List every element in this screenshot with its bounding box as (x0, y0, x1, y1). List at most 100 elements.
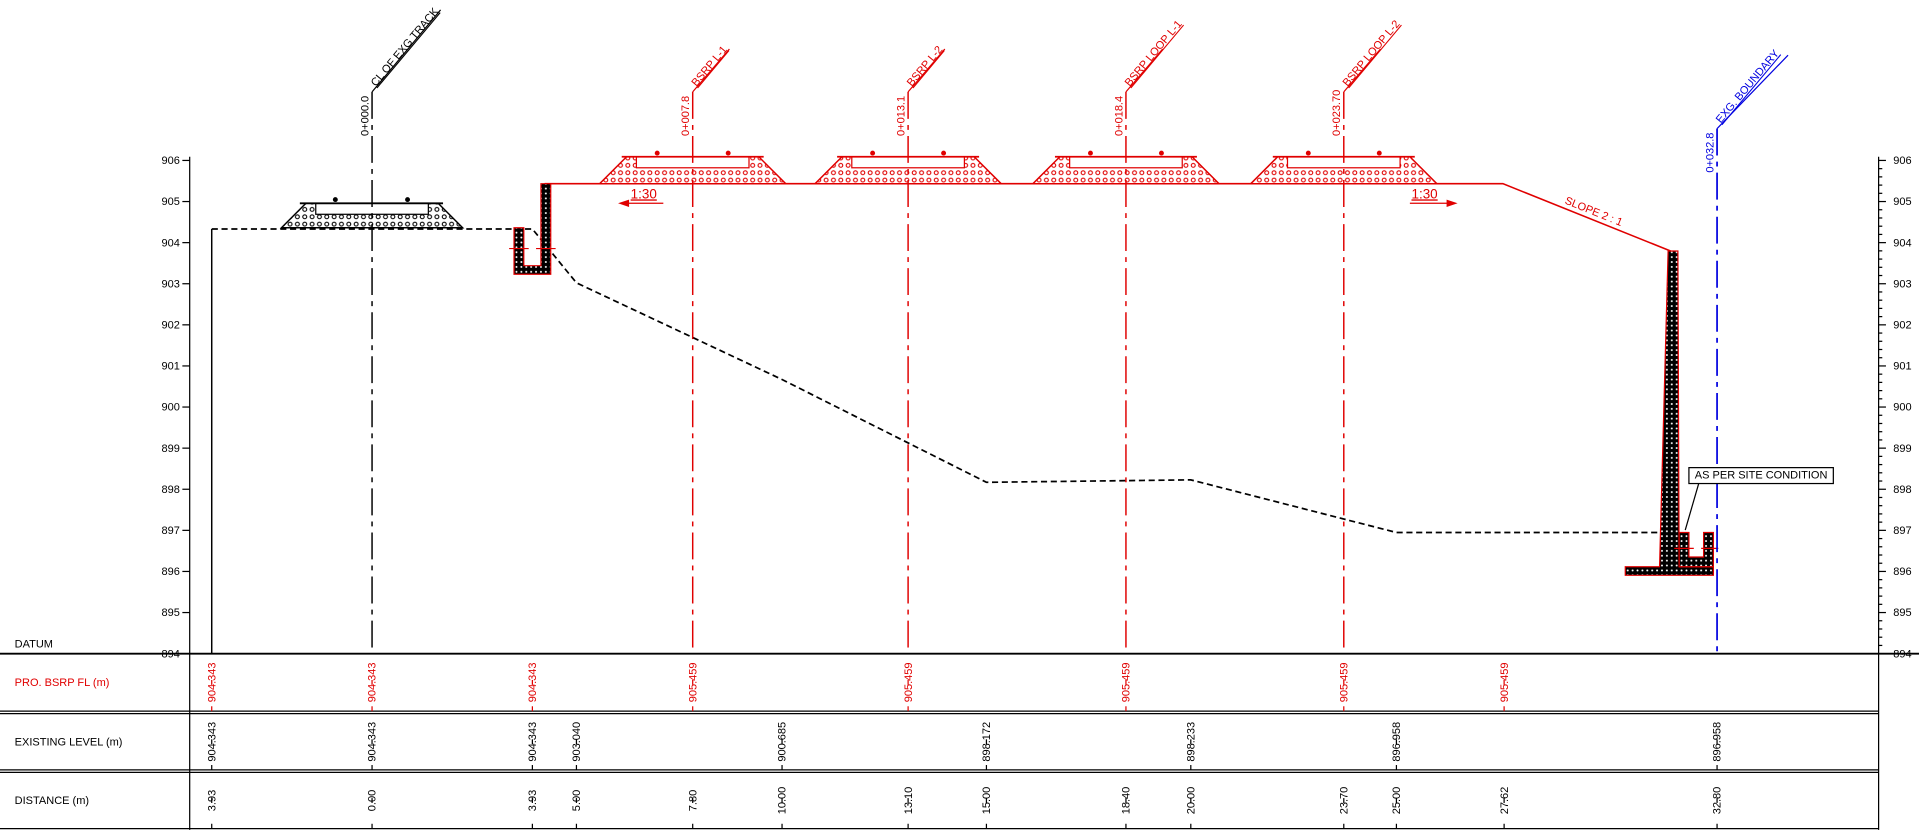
cell-value: 20.00 (1185, 787, 1197, 815)
cell-value: 896.958 (1391, 722, 1403, 762)
cell-value: 904.343 (527, 722, 539, 762)
cell-value: 904.343 (206, 722, 218, 762)
elevation-label: 900 (162, 402, 180, 414)
cell-value: 27.62 (1499, 787, 1511, 815)
elevation-label: 898 (1893, 484, 1911, 496)
cell-value: 3.93 (206, 790, 218, 811)
elevation-label: 897 (162, 525, 180, 537)
cell-value: 0.00 (367, 790, 379, 811)
elevation-label: 895 (162, 607, 180, 619)
elevation-label: 905 (162, 196, 180, 208)
elevation-label: 906 (162, 155, 180, 167)
chainage-label: 0+000.0 (359, 96, 371, 136)
cell-value: 903.040 (571, 722, 583, 762)
elevation-label: 902 (1893, 320, 1911, 332)
rail (1305, 150, 1311, 156)
retaining-wall (1624, 250, 1719, 576)
cell-value: 904.343 (367, 722, 379, 762)
note-leader (1684, 483, 1700, 531)
elevation-label: 902 (162, 320, 180, 332)
station-name: CL OF EXG TRACK (369, 5, 442, 89)
arrow-head (1446, 199, 1458, 207)
station-name: BSRP LOOP L-2 (1341, 18, 1403, 89)
elevation-label: 903 (1893, 278, 1911, 290)
leader (1716, 54, 1789, 130)
elevation-label: 899 (162, 443, 180, 455)
cell-value: 898.172 (981, 722, 993, 762)
note-box (1688, 467, 1834, 485)
row-label: EXISTING LEVEL (m) (15, 736, 123, 748)
rail (941, 150, 947, 156)
leader (907, 48, 946, 93)
leader (692, 48, 730, 93)
elevation-label: 905 (1893, 196, 1911, 208)
rail (1088, 150, 1093, 156)
elevation-label: 903 (162, 278, 180, 290)
row-label: DISTANCE (m) (15, 795, 89, 807)
cell-value: 905.459 (1338, 663, 1350, 703)
elevation-label: 901 (162, 361, 180, 373)
elevation-label: 895 (1893, 607, 1911, 619)
elevation-label: 897 (1893, 525, 1911, 537)
elevation-label: 898 (162, 484, 180, 496)
cell-value: 25.00 (1391, 787, 1403, 815)
elevation-label: 901 (1893, 361, 1911, 373)
station-name: BSRP L-2 (905, 44, 946, 89)
table-grid (0, 652, 1919, 830)
datum-label: DATUM (15, 639, 53, 651)
cell-value: 904.343 (367, 663, 379, 703)
cell-value: 7.80 (687, 790, 699, 811)
cell-value: 5.00 (571, 790, 583, 811)
rail (725, 150, 731, 156)
elevation-label: 904 (1893, 237, 1911, 249)
rail (870, 150, 876, 156)
formation-line (544, 182, 1671, 252)
cell-value: 10.00 (777, 787, 789, 815)
elevation-label: 899 (1893, 443, 1911, 455)
cell-value: 23.70 (1338, 787, 1350, 815)
chainage-label: 0+018.4 (1113, 96, 1125, 136)
row-label: PRO. BSRP FL (m) (15, 677, 110, 689)
cell-value: 15.00 (981, 787, 993, 815)
cell-value: 18.40 (1121, 787, 1133, 815)
elevation-label: 894 (162, 648, 180, 660)
elevation-label: 896 (162, 566, 180, 578)
cell-value: 905.459 (903, 663, 915, 703)
cell-value: 3.93 (527, 790, 539, 811)
elevation-label: 894 (1893, 648, 1911, 660)
chainage-label: 0+032.8 (1704, 133, 1716, 173)
cell-value: 905.459 (687, 663, 699, 703)
gradient-label: 1:30 (631, 186, 657, 201)
cell-value: 900.685 (777, 722, 789, 762)
elevation-label: 900 (1893, 402, 1911, 414)
cell-value: 904.343 (527, 663, 539, 703)
rail (1158, 150, 1164, 156)
leader (1125, 48, 1164, 93)
elevation-label: 906 (1893, 155, 1911, 167)
cell-value: 904.343 (206, 663, 218, 703)
arrow-head (618, 199, 630, 207)
station-name: EXG. BOUNDARY (1714, 47, 1782, 125)
cell-value: 13.10 (903, 787, 915, 815)
chainage-label: 0+023.70 (1331, 90, 1343, 136)
elevation-label: 896 (1893, 566, 1911, 578)
elevation-label: 904 (162, 237, 180, 249)
existing-ground-line (211, 228, 1661, 534)
rail (654, 150, 660, 156)
cell-value: 905.459 (1121, 663, 1133, 703)
cell-value: 896.958 (1712, 722, 1724, 762)
proposed-tracks (597, 150, 1439, 185)
cell-value: 32.80 (1712, 787, 1724, 815)
chainage-label: 0+013.1 (895, 96, 907, 136)
note-label: AS PER SITE CONDITION (1695, 470, 1828, 482)
chainage-label: 0+007.8 (680, 96, 692, 136)
leader (371, 9, 442, 93)
station-name: BSRP L-1 (689, 44, 730, 89)
station-name: BSRP LOOP L-1 (1123, 18, 1185, 89)
cell-value: 898.233 (1185, 722, 1197, 762)
left-drain (509, 183, 556, 275)
rail (1376, 150, 1382, 156)
gradient-label: 1:30 (1411, 186, 1437, 201)
leader (1343, 48, 1381, 93)
